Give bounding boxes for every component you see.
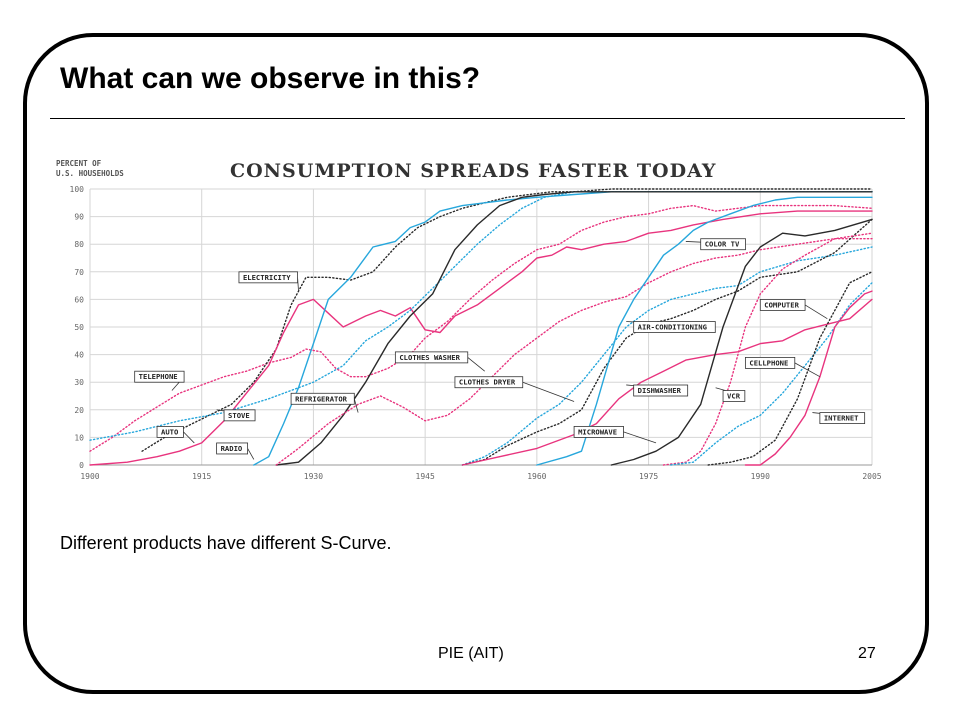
page-number: 27 (858, 645, 876, 662)
footer-source: PIE (AIT) (438, 645, 504, 662)
x-tick-label: 1960 (527, 472, 546, 481)
series-line-cellphone (707, 271, 873, 466)
series-line-refrigerator (275, 191, 873, 466)
chart-grid (89, 188, 873, 466)
series-label-refrigerator: REFRIGERATOR (295, 394, 348, 403)
label-box-computer (759, 299, 806, 311)
y-tick-label: 20 (74, 406, 84, 415)
adoption-chart: 0 10 20 30 40 50 60 70 80 90 100 1900 1915 1930 1945 19… (56, 159, 882, 481)
y-tick-label: 30 (74, 378, 84, 387)
slide-caption: Different products have different S-Curv… (60, 533, 392, 553)
series-label-clothes-dryer: CLOTHES DRYER (459, 378, 516, 387)
y-tick-label: 10 (74, 433, 84, 442)
title-divider (50, 118, 905, 119)
label-box-auto (156, 425, 184, 438)
series-line-microwave (610, 218, 873, 466)
series-line-stove (89, 191, 873, 441)
y-tick-label: 0 (79, 461, 84, 470)
x-tick-label: 2005 (862, 472, 881, 481)
series-line-dishwasher (461, 298, 873, 466)
label-box-clothes-washer (394, 351, 469, 364)
y-tick-label: 70 (74, 268, 84, 277)
label-box-refrigerator (290, 392, 355, 405)
series-label-computer: COMPUTER (764, 300, 799, 309)
series-label-stove: STOVE (228, 411, 250, 420)
series-label-clothes-washer: CLOTHES WASHER (399, 353, 460, 362)
series-line-electricity (141, 188, 873, 452)
label-leader-cellphone (794, 362, 821, 378)
series-label-auto: AUTO (161, 427, 178, 436)
slide-frame (23, 33, 929, 694)
label-leader-auto (183, 431, 195, 444)
chart-axes: 0 10 20 30 40 50 60 70 80 90 100 1900 1915 1930 1945 19… (70, 185, 882, 481)
chart-labels: TELEPHONE ELECTRICITY AUTO STOVE RADIO REFRIG… (134, 238, 866, 460)
label-box-radio (216, 442, 249, 455)
label-leader-clothes-dryer (522, 381, 575, 402)
x-tick-label: 1900 (80, 472, 99, 481)
label-box-microwave (573, 425, 624, 438)
x-tick-label: 1915 (192, 472, 211, 481)
label-leader-refrigerator (353, 398, 359, 413)
series-label-vcr: VCR (727, 392, 741, 401)
series-line-telephone (89, 204, 873, 452)
y-axis-title-line-2: U.S. HOUSEHOLDS (56, 169, 124, 178)
y-tick-label: 50 (74, 323, 84, 332)
x-tick-label: 1975 (639, 472, 658, 481)
series-label-radio: RADIO (221, 444, 243, 453)
label-leader-microwave (623, 431, 657, 444)
series-label-cellphone: CELLPHONE (749, 358, 788, 367)
series-line-clothes-dryer (461, 246, 873, 466)
label-box-internet (819, 412, 866, 425)
series-line-color-tv (536, 196, 873, 466)
chart-title: CONSUMPTION SPREADS FASTER TODAY (230, 160, 716, 182)
label-box-electricity (238, 271, 298, 284)
label-leader-computer (804, 304, 828, 320)
label-box-cellphone (744, 356, 796, 369)
label-box-air-conditioning (633, 321, 716, 333)
series-line-air-conditioning (461, 218, 873, 466)
x-tick-label: 1930 (304, 472, 323, 481)
slide-title: What can we observe in this? (60, 62, 481, 95)
x-tick-label: 1990 (751, 472, 770, 481)
label-leader-clothes-washer (467, 357, 485, 372)
series-label-internet: INTERNET (824, 414, 859, 423)
series-label-microwave: MICROWAVE (578, 427, 617, 436)
series-label-telephone: TELEPHONE (139, 372, 178, 381)
label-box-color-tv (700, 238, 746, 251)
y-tick-label: 90 (74, 213, 84, 222)
label-box-dishwasher (633, 384, 689, 397)
y-tick-label: 100 (70, 185, 85, 194)
series-line-internet (744, 290, 873, 466)
label-box-vcr (722, 390, 746, 402)
label-box-clothes-dryer (454, 376, 524, 389)
series-line-auto (89, 210, 873, 466)
series-line-radio (253, 191, 873, 466)
y-tick-label: 80 (74, 240, 84, 249)
label-box-telephone (134, 370, 185, 383)
x-tick-label: 1945 (416, 472, 435, 481)
series-label-electricity: ELECTRICITY (243, 273, 291, 282)
y-tick-label: 40 (74, 351, 84, 360)
y-axis-title-line-1: PERCENT OF (56, 159, 102, 168)
y-tick-label: 60 (74, 295, 84, 304)
label-leader-radio (247, 448, 255, 460)
chart-series (89, 188, 873, 466)
label-box-stove (223, 409, 256, 422)
series-line-vcr (662, 232, 873, 466)
series-line-clothes-washer (275, 238, 873, 466)
series-label-color-tv: COLOR TV (705, 240, 740, 249)
series-label-dishwasher: DISHWASHER (638, 386, 682, 395)
series-label-air-conditioning: AIR-CONDITIONING (638, 323, 707, 332)
